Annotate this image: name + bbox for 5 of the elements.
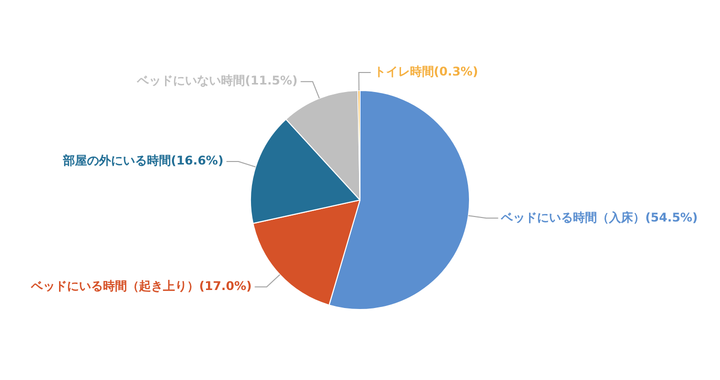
slice-label: ベッドにいる時間（入床）(54.5%) bbox=[500, 210, 698, 224]
slice-label: 部屋の外にいる時間(16.6%) bbox=[62, 154, 224, 168]
slice-label: ベッドにいる時間（起き上り）(17.0%) bbox=[30, 279, 252, 294]
slice-label: トイレ時間(0.3%) bbox=[374, 64, 478, 79]
slice-label: ベッドにいない時間(11.5%) bbox=[136, 74, 298, 88]
